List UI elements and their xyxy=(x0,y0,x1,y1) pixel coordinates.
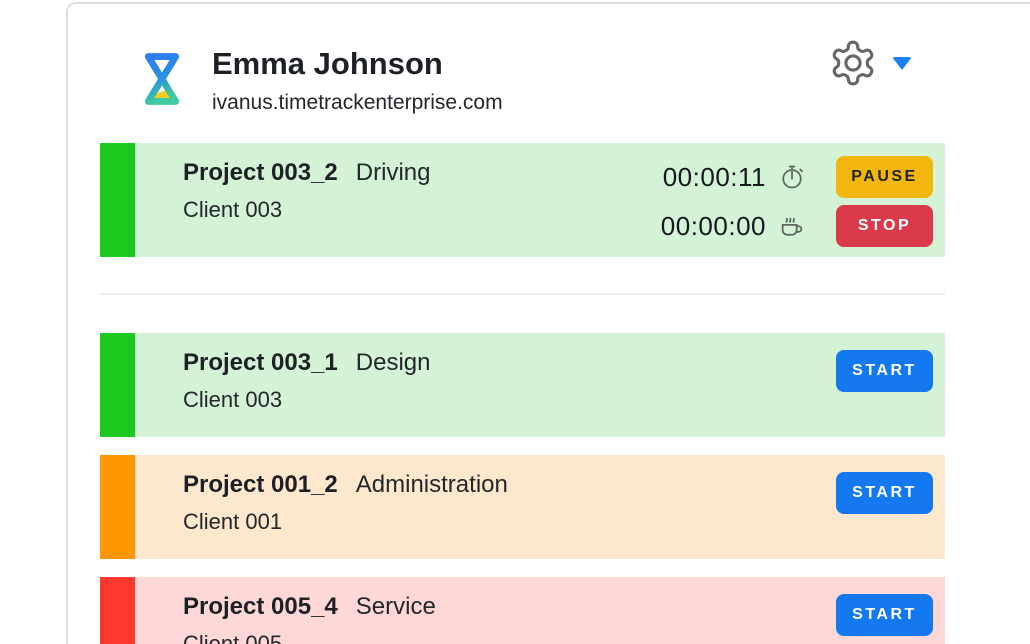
status-color-bar xyxy=(100,455,135,559)
activity-name: Administration xyxy=(355,471,508,498)
caret-down-icon[interactable] xyxy=(892,56,912,70)
project-name: Project 003_1 xyxy=(183,349,338,376)
start-button[interactable]: START xyxy=(836,472,933,514)
start-button[interactable]: START xyxy=(836,350,933,392)
active-timer-card: Project 003_2 Driving Client 003 00:00:1… xyxy=(100,143,945,257)
timetracker-popup-panel: Emma Johnson ivanus.timetrackenterprise.… xyxy=(66,2,1030,644)
status-color-bar xyxy=(100,333,135,437)
project-name: Project 001_2 xyxy=(183,471,338,498)
settings-menu-button[interactable] xyxy=(828,38,912,88)
status-color-bar xyxy=(100,577,135,644)
user-name: Emma Johnson xyxy=(212,46,443,81)
client-name: Client 005 xyxy=(183,631,283,644)
break-time-value: 00:00:00 xyxy=(660,210,766,241)
pause-button[interactable]: PAUSE xyxy=(836,156,933,198)
project-name: Project 003_2 xyxy=(183,159,338,186)
client-name: Client 001 xyxy=(183,509,283,534)
section-divider xyxy=(100,293,945,295)
account-domain: ivanus.timetrackenterprise.com xyxy=(212,90,503,114)
work-time-value: 00:00:11 xyxy=(662,161,766,192)
activity-name: Design xyxy=(355,349,431,376)
gear-icon[interactable] xyxy=(828,38,878,88)
active-card-content: Project 003_2 Driving Client 003 xyxy=(135,143,654,257)
project-card: Project 003_1 Design Client 003 START xyxy=(100,333,945,437)
project-name: Project 005_4 xyxy=(183,593,338,620)
client-name: Client 003 xyxy=(183,387,283,412)
stop-button[interactable]: STOP xyxy=(836,205,933,247)
project-card: Project 005_4 Service Client 005 START xyxy=(100,577,945,644)
client-name: Client 003 xyxy=(183,197,283,222)
identity-block: Emma Johnson ivanus.timetrackenterprise.… xyxy=(212,44,503,143)
hourglass-logo-icon xyxy=(144,53,180,105)
activity-name: Driving xyxy=(355,159,431,186)
timer-side: 00:00:11 PAUSE 00:00:00 xyxy=(654,143,945,257)
stopwatch-icon xyxy=(782,165,803,189)
activity-name: Service xyxy=(355,593,436,620)
project-card: Project 001_2 Administration Client 001 … xyxy=(100,455,945,559)
coffee-icon xyxy=(781,217,803,236)
header: Emma Johnson ivanus.timetrackenterprise.… xyxy=(68,4,1030,143)
start-button[interactable]: START xyxy=(836,594,933,636)
status-color-bar xyxy=(100,143,135,257)
